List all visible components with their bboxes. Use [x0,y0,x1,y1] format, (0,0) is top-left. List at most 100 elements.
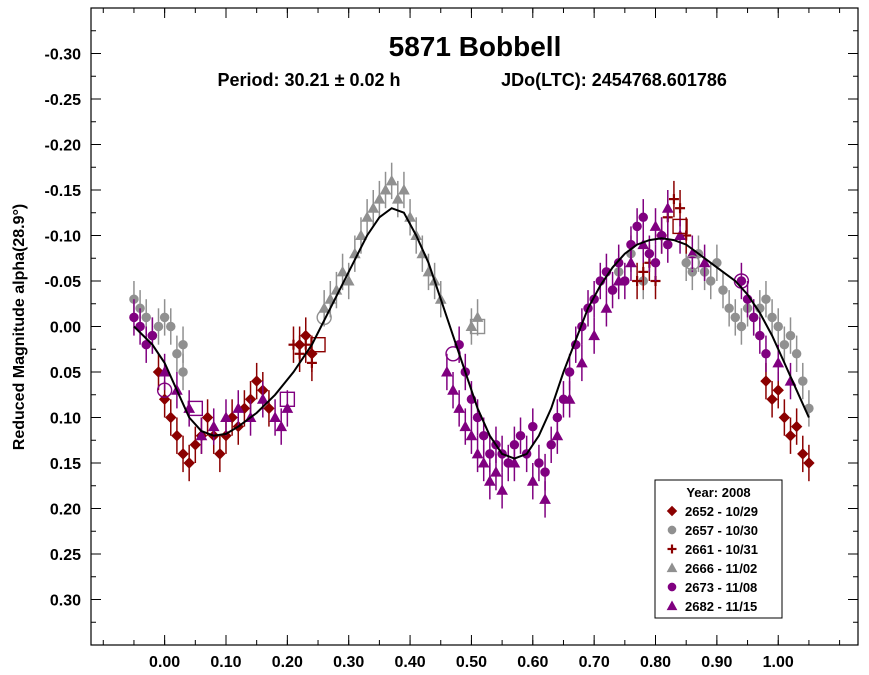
data-point [736,276,747,286]
x-tick-label: 0.40 [395,654,426,671]
x-tick-label: 0.60 [517,654,548,671]
chart-subtitle-period: Period: 30.21 ± 0.02 h [218,70,401,90]
data-point [159,312,170,323]
data-point [465,320,478,331]
data-point [632,276,643,286]
data-point [306,357,317,368]
data-point [178,339,188,350]
legend-marker [666,562,678,573]
data-point [166,321,176,332]
data-point [183,457,195,469]
legend-marker [666,600,678,611]
data-point [220,411,232,422]
data-point [686,247,699,259]
data-point [373,193,386,204]
open-marker [684,255,701,271]
legend-marker [667,544,677,554]
y-tick-label: 0.20 [50,502,81,519]
data-point [791,349,802,359]
data-point [649,220,662,231]
data-point [612,274,625,286]
data-point [153,321,164,332]
data-point [625,256,637,268]
data-point [324,293,337,304]
data-point [232,402,245,413]
y-tick-label: 0.15 [50,456,81,473]
data-point [478,430,489,441]
legend: Year: 2008 2652 - 10/29 2657 - 10/30 2661 -… [654,479,783,619]
data-point [171,429,183,442]
legend-entry-label: 2673 - 11/08 [685,580,757,595]
data-point [551,429,564,441]
data-point [496,484,508,495]
legend-entry-label: 2682 - 11/15 [685,599,757,614]
data-point [508,456,521,468]
data-point [798,376,808,386]
chart-title: 5871 Bobbell [389,31,562,62]
data-point [172,349,182,359]
x-tick-label: 0.50 [456,654,487,671]
data-point [772,384,784,396]
y-tick-label: -0.20 [45,138,82,155]
data-point [141,339,151,350]
chart-subtitle-jdo: JDo(LTC): 2454768.601786 [501,70,727,90]
data-point [447,384,459,395]
x-tick-label: 0.10 [210,654,241,671]
data-point [385,174,398,186]
data-point [158,365,171,377]
data-point [256,393,269,404]
y-tick-label: -0.15 [45,183,82,200]
data-point [724,303,734,314]
data-point [300,339,311,350]
y-axis-label: Reduced Magnitude alpha(28.9°) [11,204,28,450]
data-point [129,312,139,323]
open-marker [279,391,296,407]
data-point [288,339,299,350]
data-point [784,429,797,442]
data-point [281,402,294,413]
data-point [147,330,158,341]
data-point [674,229,686,240]
data-point [668,194,679,205]
x-tick-label: 0.20 [272,654,303,671]
data-point [730,312,741,323]
data-point [336,265,349,277]
data-point [546,440,556,450]
data-point [269,411,281,422]
y-tick-label: -0.25 [45,92,82,109]
data-point [563,393,576,404]
y-tick-label: 0.00 [50,320,81,337]
data-point [718,285,728,295]
data-point [477,456,490,468]
data-point [761,294,771,304]
y-tick-label: 0.25 [50,547,81,564]
open-marker [672,218,688,235]
data-point [773,321,783,332]
open-marker [469,318,486,335]
data-point [755,330,765,341]
data-point [778,411,791,424]
data-point [207,420,220,432]
data-point [177,448,189,460]
legend-marker [666,505,678,517]
data-point [367,202,380,213]
data-point [785,330,796,341]
data-point [790,420,803,433]
data-point [195,429,208,441]
data-point [564,367,575,377]
legend-marker [667,525,677,535]
data-point [748,312,759,323]
data-point [540,467,550,477]
data-point [797,448,809,460]
data-point [607,285,618,295]
data-point [275,420,288,432]
legend-entry-label: 2666 - 11/02 [685,561,757,576]
data-point [379,183,392,195]
data-point [453,402,466,413]
y-tick-label: -0.05 [45,274,82,291]
data-point [767,312,777,323]
data-point [165,411,177,424]
data-point [632,221,642,232]
data-point [803,457,815,469]
